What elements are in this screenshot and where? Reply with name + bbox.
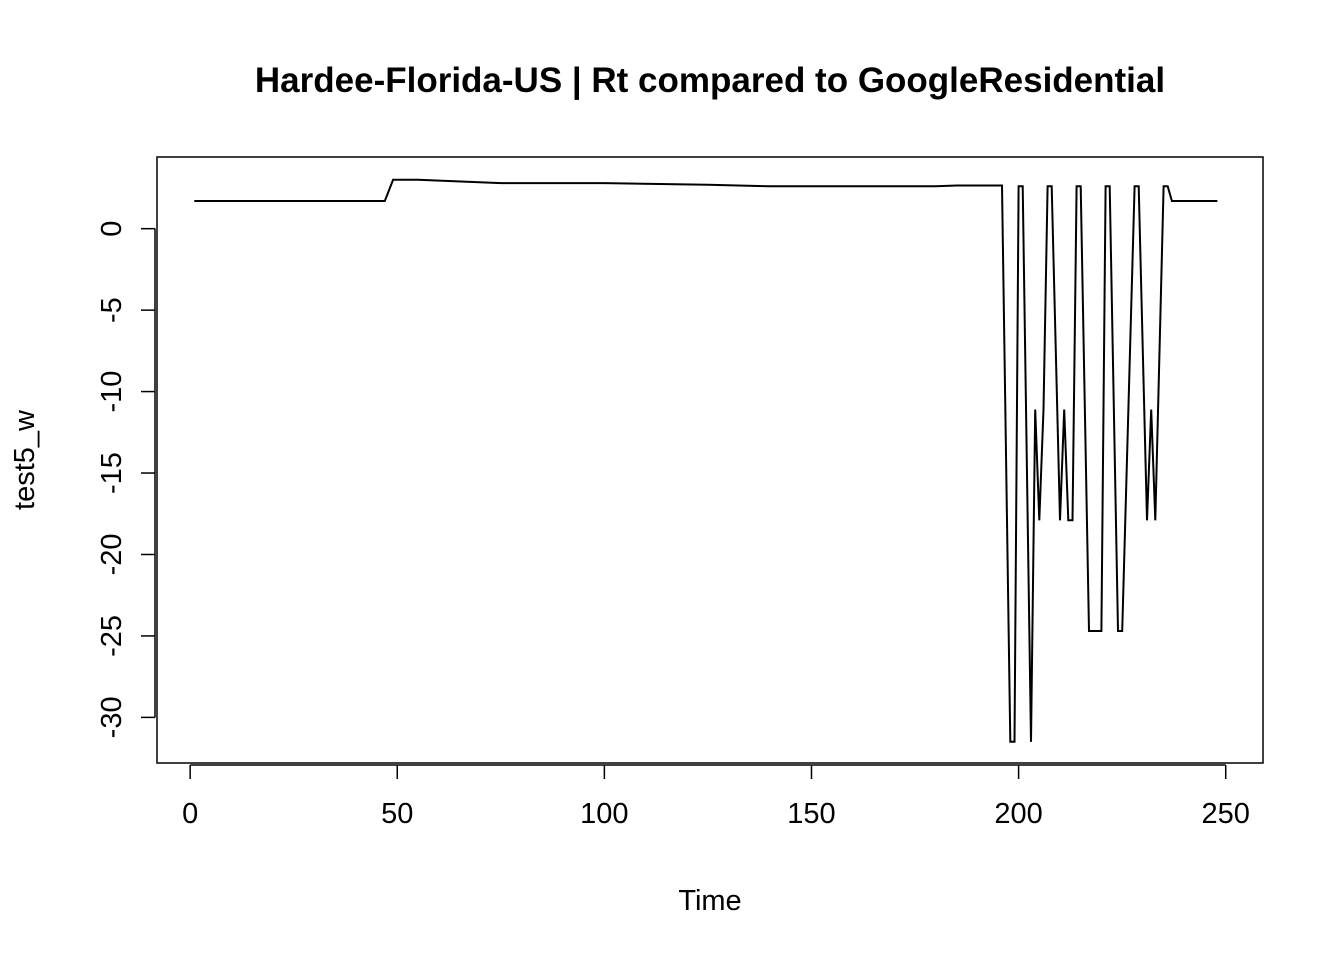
y-tick-label: -30	[96, 696, 128, 738]
y-tick-label: -10	[96, 371, 128, 413]
plot-frame	[156, 156, 1264, 764]
x-tick-label: 100	[580, 798, 628, 830]
y-axis-label: test5_w	[9, 409, 41, 510]
y-tick-label: 0	[96, 221, 128, 237]
x-tick-label: 200	[994, 798, 1042, 830]
y-tick-label: -25	[96, 615, 128, 657]
x-tick-label: 150	[787, 798, 835, 830]
x-tick-label: 250	[1202, 798, 1250, 830]
x-tick-label: 50	[381, 798, 413, 830]
y-tick-label: -5	[96, 297, 128, 323]
x-axis: 0 50 100 150 200 250	[182, 764, 1250, 830]
y-tick-label: -15	[96, 452, 128, 494]
y-axis: 0 -5 -10 -15 -20 -25 -30	[96, 221, 156, 738]
series-line	[194, 178, 1218, 743]
chart-title: Hardee-Florida-US | Rt compared to Googl…	[255, 61, 1165, 100]
y-tick-label: -20	[96, 534, 128, 576]
x-axis-label: Time	[678, 885, 741, 917]
x-tick-label: 0	[182, 798, 198, 830]
data-points	[194, 180, 1217, 742]
